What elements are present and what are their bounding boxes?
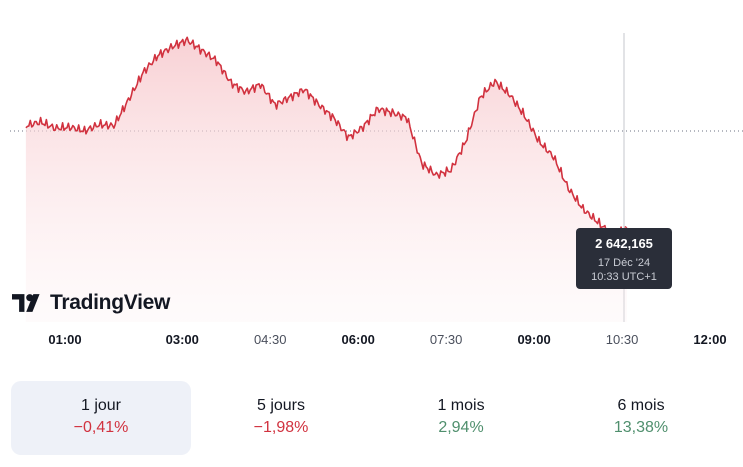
period-tab[interactable]: 6 mois 13,38%: [551, 381, 731, 455]
x-tick-label: 10:30: [606, 332, 639, 347]
period-label: 5 jours: [256, 397, 306, 414]
tradingview-logo-icon: [12, 294, 40, 312]
period-change: 2,94%: [438, 419, 484, 436]
tooltip-date: 17 Déc '24: [597, 257, 651, 269]
period-label: 6 mois: [617, 397, 665, 414]
tradingview-brand[interactable]: TradingView: [12, 291, 170, 315]
price-area: [25, 37, 627, 323]
x-tick-label: 06:00: [342, 332, 375, 347]
period-change: −1,98%: [253, 419, 309, 436]
period-label: 1 jour: [80, 397, 122, 414]
x-axis: 01:00 03:00 04:30 06:00 07:30 09:00 10:30 12:00: [48, 332, 726, 347]
x-tick-label: 01:00: [48, 332, 81, 347]
period-selector: 1 jour −0,41% 5 jours −1,98% 1 mois 2,94…: [11, 381, 731, 455]
period-change: 13,38%: [613, 419, 669, 436]
period-tab[interactable]: 1 mois 2,94%: [371, 381, 551, 455]
period-tab[interactable]: 1 jour −0,41%: [11, 381, 191, 455]
brand-name: TradingView: [50, 291, 171, 314]
price-chart[interactable]: 01:00 03:00 04:30 06:00 07:30 09:00 10:30 12:00: [0, 0, 743, 360]
x-tick-label: 12:00: [693, 332, 726, 347]
period-change: −0,41%: [73, 419, 129, 436]
x-tick-label: 07:30: [430, 332, 463, 347]
period-label: 1 mois: [437, 397, 485, 414]
tooltip-time: 10:33 UTC+1: [591, 271, 657, 283]
x-tick-label: 03:00: [166, 332, 199, 347]
x-tick-label: 09:00: [517, 332, 550, 347]
x-tick-label: 04:30: [254, 332, 287, 347]
price-line: [25, 36, 628, 238]
price-tooltip: 2 642,165 17 Déc '24 10:33 UTC+1: [576, 228, 672, 289]
period-tab[interactable]: 5 jours −1,98%: [191, 381, 371, 455]
tooltip-value: 2 642,165: [595, 236, 653, 251]
